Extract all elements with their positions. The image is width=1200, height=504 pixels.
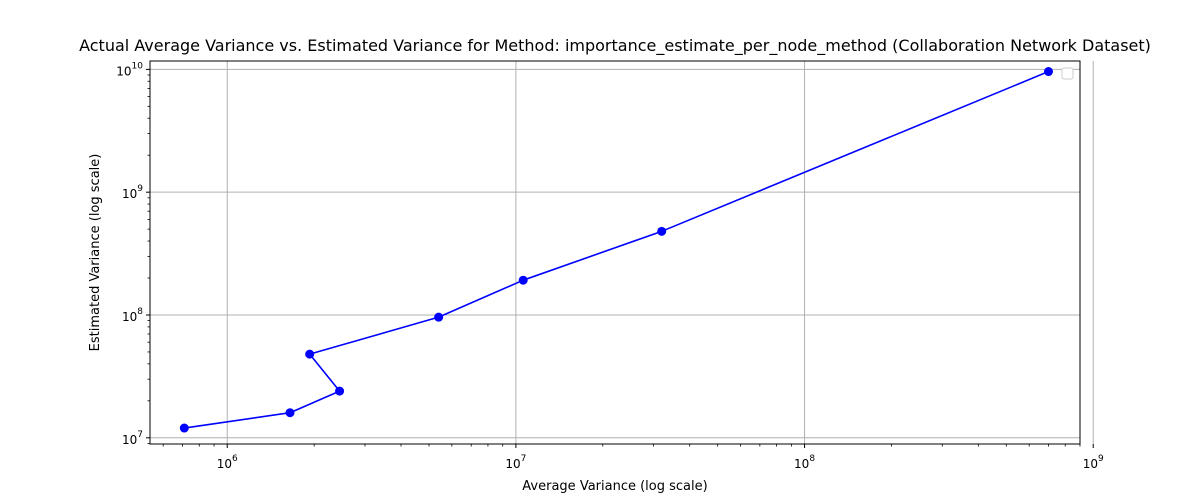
data-point-marker (1043, 67, 1053, 77)
y-tick-label: 109 (122, 184, 143, 201)
x-axis-label: Average Variance (log scale) (522, 479, 707, 494)
data-point-marker (657, 226, 667, 236)
y-axis-label: Estimated Variance (log scale) (88, 154, 103, 352)
data-point-marker (285, 408, 295, 418)
series-layer (179, 67, 1053, 433)
x-tick-label: 108 (794, 454, 815, 471)
series-line (184, 70, 1049, 429)
data-point-marker (518, 275, 528, 285)
x-tick-label: 106 (217, 454, 238, 471)
data-point-marker (305, 349, 315, 359)
chart-title: Actual Average Variance vs. Estimated Va… (79, 36, 1151, 56)
plot-area-frame (149, 60, 1081, 445)
y-tick-label: 108 (122, 307, 143, 324)
legend-box (1061, 67, 1074, 80)
y-tick-label: 1010 (116, 61, 143, 78)
axes-layer: 106 107 108 109 107 108 109 1010 (116, 61, 1104, 471)
data-point-marker (335, 386, 345, 396)
data-point-marker (434, 312, 444, 322)
y-tick-label: 107 (122, 430, 143, 447)
x-tick-label: 109 (1083, 454, 1104, 471)
grid-lines (150, 61, 1094, 444)
data-point-marker (179, 423, 189, 433)
x-tick-label: 107 (505, 454, 526, 471)
